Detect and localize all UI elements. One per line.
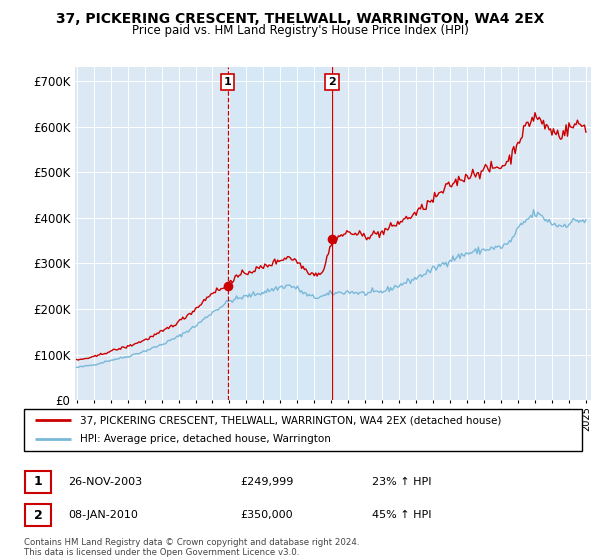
FancyBboxPatch shape <box>25 470 52 493</box>
Text: 2: 2 <box>34 508 43 522</box>
FancyBboxPatch shape <box>25 504 52 526</box>
FancyBboxPatch shape <box>24 409 582 451</box>
Text: 37, PICKERING CRESCENT, THELWALL, WARRINGTON, WA4 2EX: 37, PICKERING CRESCENT, THELWALL, WARRIN… <box>56 12 544 26</box>
Text: Contains HM Land Registry data © Crown copyright and database right 2024.
This d: Contains HM Land Registry data © Crown c… <box>24 538 359 557</box>
Text: 37, PICKERING CRESCENT, THELWALL, WARRINGTON, WA4 2EX (detached house): 37, PICKERING CRESCENT, THELWALL, WARRIN… <box>80 415 501 425</box>
Text: 26-NOV-2003: 26-NOV-2003 <box>68 477 142 487</box>
Text: HPI: Average price, detached house, Warrington: HPI: Average price, detached house, Warr… <box>80 435 331 445</box>
Text: Price paid vs. HM Land Registry's House Price Index (HPI): Price paid vs. HM Land Registry's House … <box>131 24 469 36</box>
Text: 23% ↑ HPI: 23% ↑ HPI <box>372 477 431 487</box>
Text: 08-JAN-2010: 08-JAN-2010 <box>68 510 137 520</box>
Text: 2: 2 <box>328 77 336 87</box>
Text: 1: 1 <box>224 77 232 87</box>
Text: 1: 1 <box>34 475 43 488</box>
Bar <box>228 67 332 400</box>
Text: 45% ↑ HPI: 45% ↑ HPI <box>372 510 431 520</box>
Text: £249,999: £249,999 <box>240 477 293 487</box>
Text: £350,000: £350,000 <box>240 510 293 520</box>
